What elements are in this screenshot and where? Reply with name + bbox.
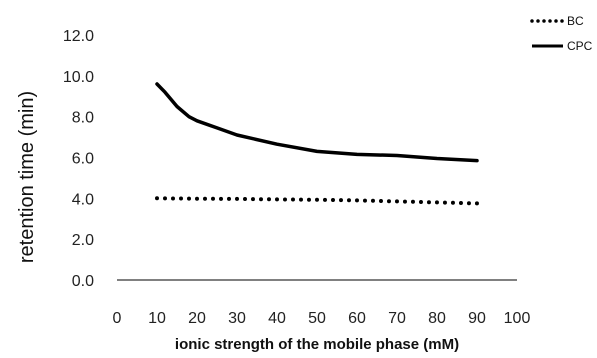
legend: BC CPC bbox=[530, 14, 593, 53]
x-tick-label: 80 bbox=[428, 310, 446, 327]
y-tick-label: 12.0 bbox=[63, 28, 94, 45]
x-tick-label: 100 bbox=[504, 310, 531, 327]
x-tick-label: 90 bbox=[468, 310, 486, 327]
x-tick-label: 10 bbox=[148, 310, 166, 327]
y-tick-label: 2.0 bbox=[72, 232, 94, 249]
series-line-cpc bbox=[155, 82, 479, 163]
x-tick-label: 20 bbox=[188, 310, 206, 327]
y-tick-label: 8.0 bbox=[72, 110, 94, 127]
x-tick-label: 40 bbox=[268, 310, 286, 327]
series-line-bc bbox=[155, 196, 479, 206]
y-tick-label: 6.0 bbox=[72, 151, 94, 168]
x-tick-label: 0 bbox=[113, 310, 122, 327]
x-axis-title: ionic strength of the mobile phase (mM) bbox=[175, 336, 459, 353]
x-tick-label: 30 bbox=[228, 310, 246, 327]
x-tick-label: 50 bbox=[308, 310, 326, 327]
y-tick-label: 10.0 bbox=[63, 69, 94, 86]
legend-label-cpc: CPC bbox=[567, 39, 593, 53]
x-axis-ticks: 0 10 20 30 40 50 60 70 80 90 100 bbox=[113, 310, 531, 327]
y-tick-label: 0.0 bbox=[72, 273, 94, 290]
series-layer bbox=[155, 82, 479, 206]
x-tick-label: 70 bbox=[388, 310, 406, 327]
legend-label-bc: BC bbox=[567, 14, 584, 28]
y-axis-title: retention time (min) bbox=[16, 91, 38, 263]
x-tick-label: 60 bbox=[348, 310, 366, 327]
y-tick-label: 4.0 bbox=[72, 191, 94, 208]
y-axis-ticks: 0.0 2.0 4.0 6.0 8.0 10.0 12.0 bbox=[63, 28, 94, 290]
